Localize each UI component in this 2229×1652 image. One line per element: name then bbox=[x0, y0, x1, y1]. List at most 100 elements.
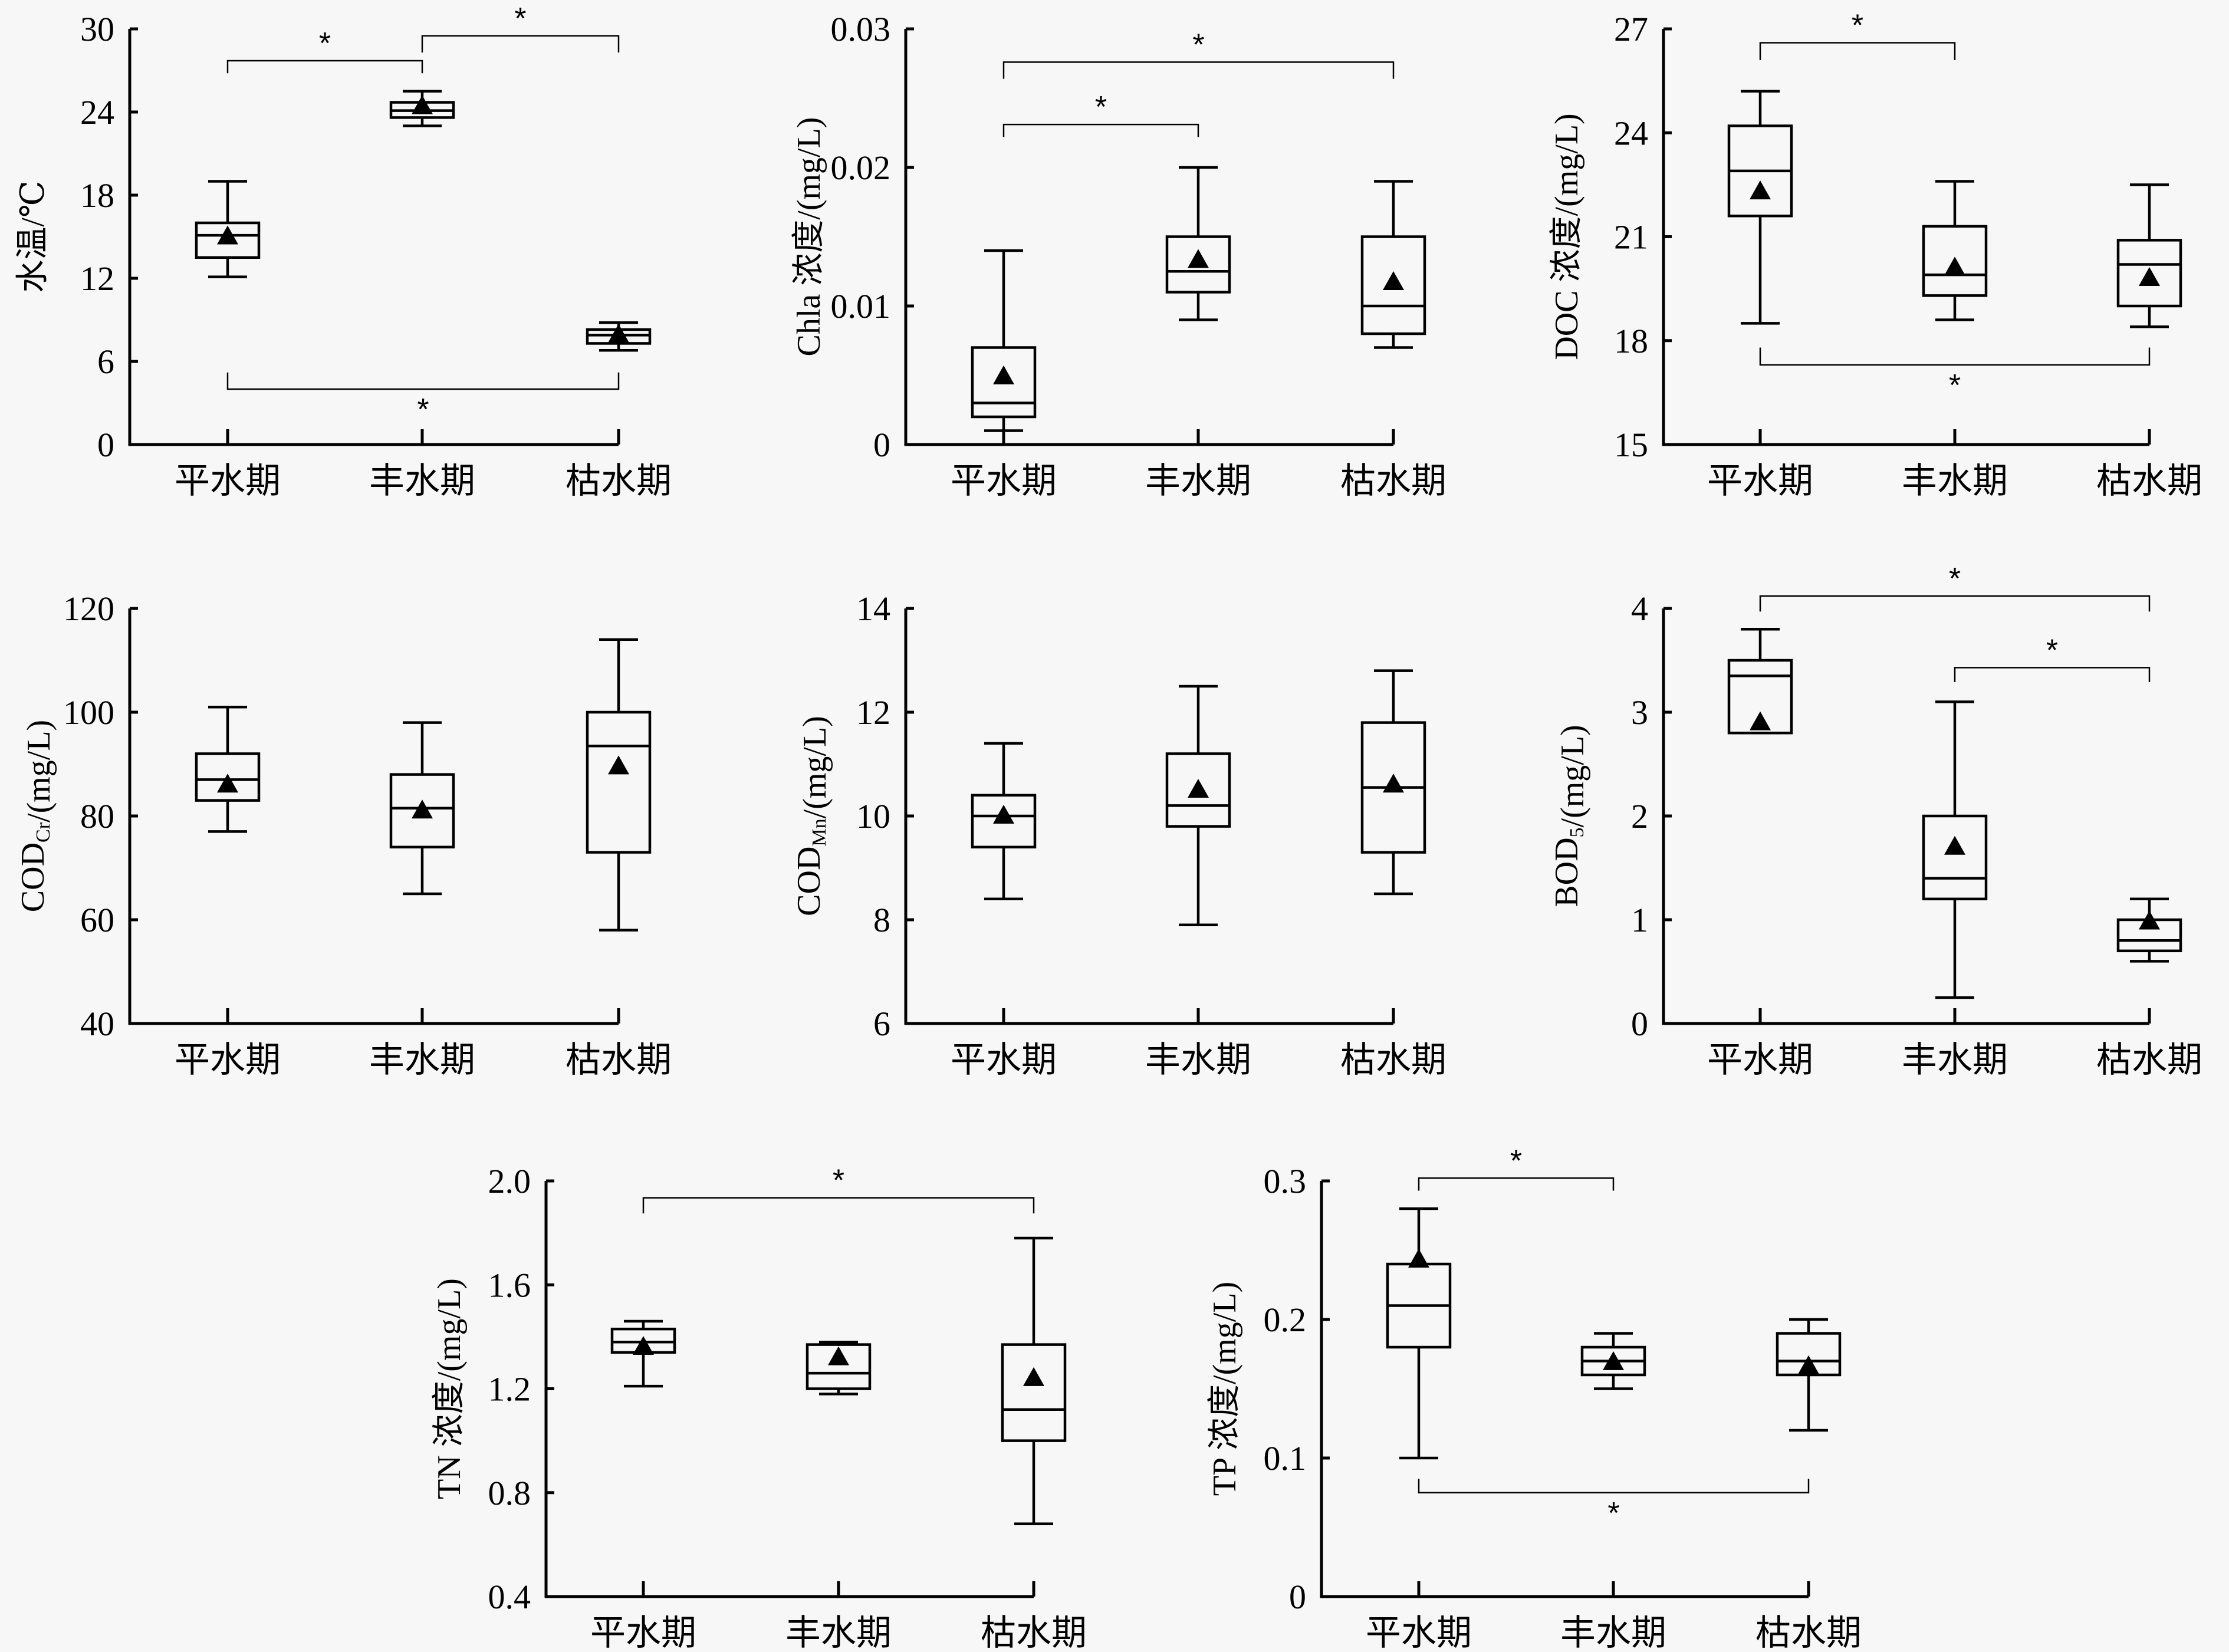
mean-triangle-icon bbox=[1023, 1367, 1044, 1386]
box-2 bbox=[2116, 183, 2182, 328]
x-category-label: 丰水期 bbox=[369, 462, 475, 501]
box-0 bbox=[1727, 627, 1793, 735]
y-axis-title: CODMn/(mg/L) bbox=[791, 716, 833, 916]
box-0 bbox=[610, 1319, 676, 1388]
iqr-box bbox=[389, 773, 455, 849]
y-tick-label: 24 bbox=[1614, 114, 1648, 152]
significance-bracket bbox=[1418, 1177, 1615, 1191]
iqr-box bbox=[1922, 225, 1988, 297]
y-tick-label: 15 bbox=[1614, 426, 1648, 464]
box-2 bbox=[586, 638, 652, 932]
y-tick-label: 24 bbox=[80, 93, 114, 131]
box-1 bbox=[806, 1340, 872, 1396]
x-category-label: 丰水期 bbox=[1560, 1614, 1666, 1649]
mean-triangle-icon bbox=[412, 799, 433, 819]
y-tick-label: 1.6 bbox=[488, 1266, 531, 1304]
mean-triangle-icon bbox=[993, 805, 1014, 824]
significance-star: * bbox=[417, 393, 429, 427]
y-tick-label: 10 bbox=[856, 797, 890, 835]
box-2 bbox=[2116, 897, 2182, 963]
significance-star: * bbox=[1949, 368, 1961, 403]
box-1 bbox=[1165, 685, 1231, 927]
y-axis-title: BOD5/(mg/L) bbox=[1549, 725, 1591, 907]
mean-triangle-icon bbox=[217, 225, 238, 245]
y-axis-title: TN 浓度/(mg/L) bbox=[431, 1278, 468, 1499]
x-category-label: 丰水期 bbox=[785, 1614, 892, 1649]
chart-water-temp: 0 6 12 18 24 30 平水期 丰水期 枯水期 水温/℃ * * * bbox=[15, 2, 672, 501]
y-axis-title: CODCr/(mg/L) bbox=[15, 720, 57, 912]
chart-doc: 15 18 21 24 27 平水期 丰水期 枯水期 DOC 浓度/(mg/L) * * bbox=[1549, 9, 2202, 501]
iqr-box bbox=[971, 346, 1037, 419]
significance-bracket bbox=[642, 1197, 1035, 1214]
significance-bracket bbox=[226, 60, 423, 74]
y-tick-label: 80 bbox=[80, 797, 114, 835]
box-2 bbox=[1360, 180, 1426, 349]
significance-bracket bbox=[226, 372, 620, 390]
mean-triangle-icon bbox=[1408, 1248, 1429, 1268]
y-tick-label: 8 bbox=[873, 901, 890, 939]
x-category-label: 丰水期 bbox=[369, 1041, 475, 1080]
box-0 bbox=[195, 180, 261, 278]
significance-star: * bbox=[1852, 9, 1863, 43]
y-tick-label: 27 bbox=[1614, 10, 1648, 48]
box-0 bbox=[1727, 90, 1793, 325]
mean-triangle-icon bbox=[1944, 256, 1965, 276]
mean-triangle-icon bbox=[1944, 835, 1965, 855]
iqr-box bbox=[1001, 1343, 1067, 1442]
y-axis-title: Chla 浓度/(mg/L) bbox=[791, 117, 827, 357]
x-category-label: 平水期 bbox=[1707, 462, 1813, 501]
box-2 bbox=[1360, 669, 1426, 896]
y-tick-label: 14 bbox=[856, 590, 890, 628]
significance-bracket bbox=[1954, 667, 2151, 682]
significance-star: * bbox=[514, 2, 526, 36]
y-tick-label: 3 bbox=[1631, 693, 1648, 732]
iqr-box bbox=[806, 1343, 872, 1390]
x-category-label: 丰水期 bbox=[1145, 1041, 1251, 1080]
significance-star: * bbox=[2046, 633, 2058, 667]
iqr-box bbox=[1165, 235, 1231, 294]
y-tick-label: 6 bbox=[97, 343, 114, 381]
y-tick-label: 0.4 bbox=[488, 1578, 531, 1616]
chart-bod5: 0 1 2 3 4 平水期 丰水期 枯水期 BOD5/(mg/L) * * bbox=[1549, 562, 2202, 1080]
y-tick-label: 12 bbox=[80, 259, 114, 298]
significance-bracket bbox=[1418, 1479, 1810, 1493]
y-tick-label: 0.01 bbox=[831, 287, 891, 325]
x-category-label: 枯水期 bbox=[2096, 462, 2202, 501]
y-tick-label: 0 bbox=[97, 426, 114, 464]
chart-chla: 0 0.01 0.02 0.03 平水期 丰水期 枯水期 Chla 浓度/(mg/L) * * bbox=[791, 10, 1446, 501]
mean-triangle-icon bbox=[1603, 1351, 1624, 1370]
mean-triangle-icon bbox=[1750, 711, 1771, 730]
y-tick-label: 0.02 bbox=[831, 149, 891, 187]
iqr-box bbox=[586, 710, 652, 854]
x-category-label: 枯水期 bbox=[1340, 1041, 1446, 1080]
box-0 bbox=[971, 249, 1037, 432]
y-tick-label: 6 bbox=[873, 1005, 890, 1043]
iqr-box bbox=[195, 221, 261, 259]
iqr-box bbox=[1922, 814, 1988, 901]
x-category-label: 平水期 bbox=[1366, 1614, 1472, 1649]
x-category-label: 枯水期 bbox=[1340, 462, 1446, 501]
box-2 bbox=[1776, 1318, 1842, 1432]
iqr-box bbox=[1360, 235, 1426, 335]
mean-triangle-icon bbox=[217, 774, 238, 793]
x-category-label: 平水期 bbox=[175, 1041, 281, 1080]
box-1 bbox=[1580, 1332, 1646, 1390]
y-tick-label: 40 bbox=[80, 1005, 114, 1043]
box-1 bbox=[389, 90, 455, 127]
significance-star: * bbox=[1607, 1496, 1619, 1531]
x-category-label: 枯水期 bbox=[981, 1614, 1087, 1649]
y-tick-label: 0.8 bbox=[488, 1474, 531, 1512]
y-tick-label: 1.2 bbox=[488, 1370, 531, 1409]
x-category-label: 丰水期 bbox=[1902, 462, 2008, 501]
x-category-label: 平水期 bbox=[951, 1041, 1057, 1080]
x-category-label: 平水期 bbox=[590, 1614, 696, 1649]
mean-triangle-icon bbox=[2139, 910, 2160, 930]
box-1 bbox=[389, 721, 455, 896]
mean-triangle-icon bbox=[993, 365, 1014, 384]
significance-star: * bbox=[1949, 562, 1961, 596]
iqr-box bbox=[1727, 659, 1793, 735]
y-tick-label: 12 bbox=[856, 693, 890, 732]
box-2 bbox=[1001, 1236, 1067, 1525]
y-tick-label: 0.03 bbox=[831, 10, 891, 48]
mean-triangle-icon bbox=[1383, 774, 1404, 793]
